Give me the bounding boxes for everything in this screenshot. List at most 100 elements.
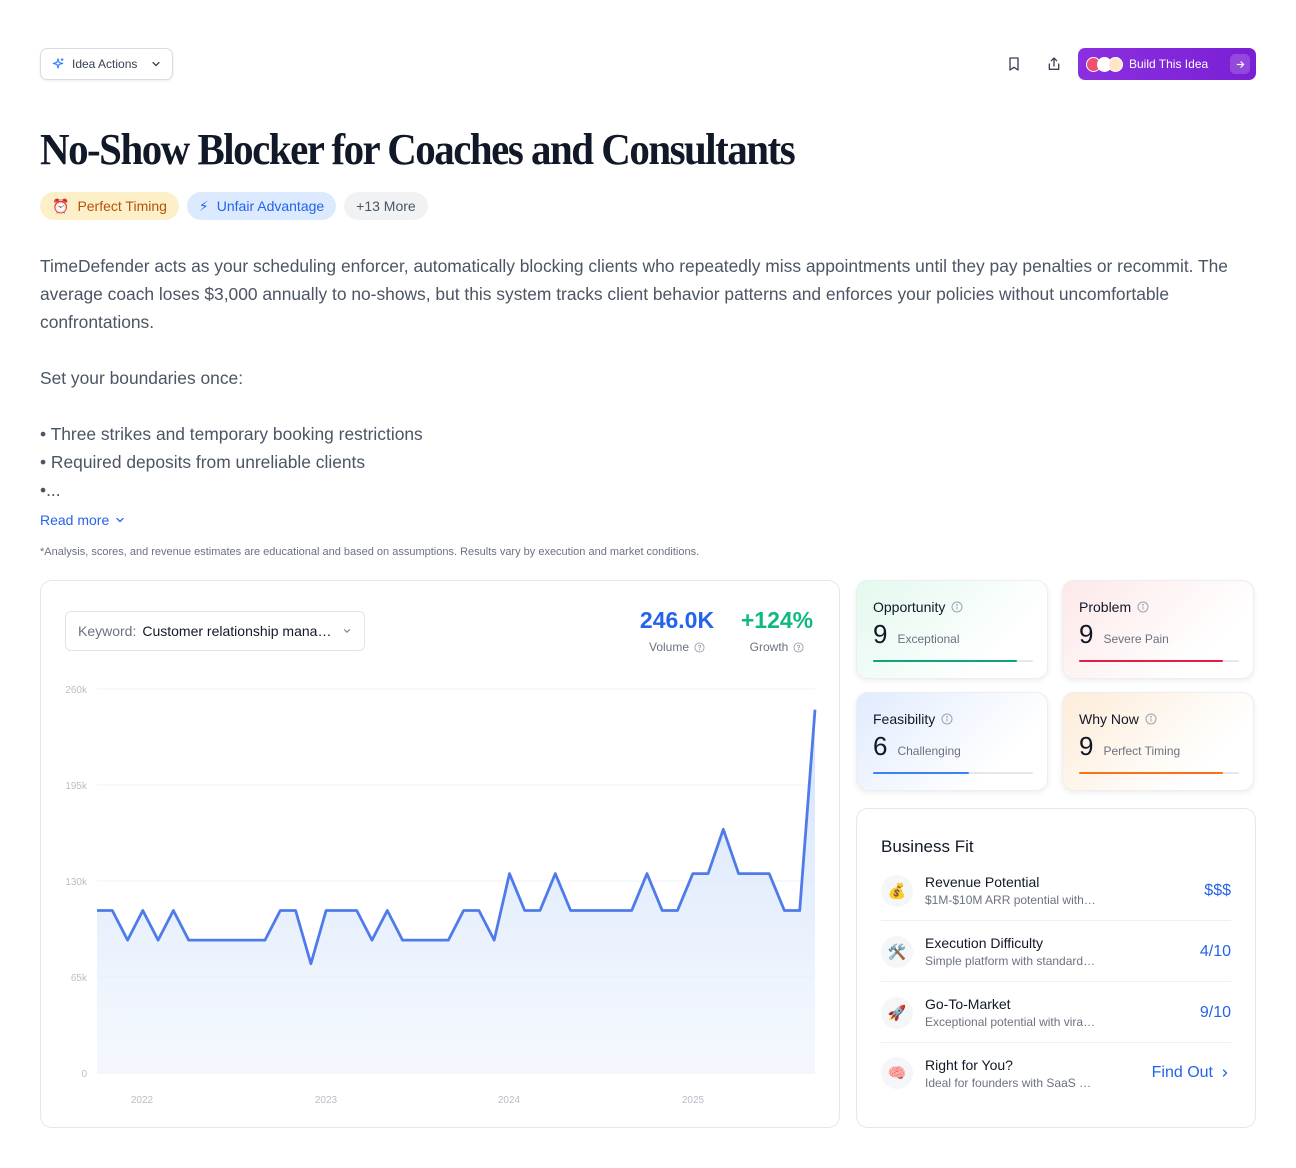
description-paragraph: Set your boundaries once: <box>40 368 244 388</box>
fit-row-name: Go-To-Market <box>925 996 1011 1012</box>
score-value: 6 <box>873 731 888 761</box>
fit-row-revenue-potential[interactable]: 💰 Revenue Potential $1M-$10M ARR potenti… <box>881 861 1231 921</box>
rocket-icon: 🚀 <box>881 996 913 1029</box>
score-bar <box>1079 660 1239 662</box>
x-tick-label: 2023 <box>315 1095 338 1106</box>
tag-unfair-advantage[interactable]: ⚡ Unfair Advantage <box>186 192 337 220</box>
volume-label: Volume <box>648 640 690 654</box>
score-bar <box>1079 772 1239 774</box>
search-volume-chart: 0 65k 130k 195k 260k 2022 2023 2024 2025 <box>65 685 817 1106</box>
build-label: Build This Idea <box>1129 57 1209 71</box>
volume-metric: 246.0K Volume <box>637 607 717 654</box>
growth-metric: +124% Growth <box>735 607 819 654</box>
fit-row-description: Simple platform with standard integratio… <box>925 954 1097 968</box>
sparkle-icon <box>52 58 64 69</box>
score-bar <box>873 660 1033 662</box>
chevron-down-icon <box>116 517 124 523</box>
bookmark-icon <box>1009 57 1019 71</box>
score-label: Challenging <box>897 744 961 758</box>
bookmark-button[interactable] <box>994 48 1034 80</box>
info-icon[interactable] <box>1145 713 1157 725</box>
fit-row-right-for-you[interactable]: 🧠 Right for You? Ideal for founders with… <box>881 1043 1231 1103</box>
find-out-link[interactable]: Find Out <box>1152 1064 1231 1082</box>
description-bullet: • Required deposits from unreliable clie… <box>40 452 366 472</box>
volume-value: 246.0K <box>639 607 715 633</box>
description-bullet: •... <box>40 480 61 500</box>
tag-list: ⏰ Perfect Timing ⚡ Unfair Advantage +13 … <box>40 192 428 220</box>
avatar <box>1108 56 1123 72</box>
score-title: Opportunity <box>873 599 946 615</box>
opportunity-score-card[interactable]: Opportunity 9 Exceptional <box>856 580 1048 679</box>
y-tick-label: 130k <box>65 877 88 888</box>
score-bar <box>873 772 1033 774</box>
builder-avatars <box>1086 56 1123 72</box>
score-value: 9 <box>1079 731 1094 761</box>
fit-row-value: 9/10 <box>1199 1003 1231 1021</box>
fit-row-name: Execution Difficulty <box>925 935 1044 951</box>
fit-row-go-to-market[interactable]: 🚀 Go-To-Market Exceptional potential wit… <box>881 983 1231 1043</box>
keyword-select[interactable]: Keyword: Customer relationship managemen… <box>65 611 365 651</box>
lightning-icon: ⚡ <box>198 197 209 214</box>
volume-area <box>97 709 815 1073</box>
chevron-right-icon <box>1222 1069 1228 1077</box>
score-value: 9 <box>873 619 888 649</box>
build-this-idea-button[interactable]: Build This Idea <box>1078 48 1256 80</box>
score-label: Perfect Timing <box>1103 744 1181 758</box>
growth-value: +124% <box>740 607 814 633</box>
fit-row-description: $1M-$10M ARR potential with subscription… <box>925 893 1097 907</box>
disclaimer-text: *Analysis, scores, and revenue estimates… <box>40 546 700 558</box>
idea-description: TimeDefender acts as your scheduling enf… <box>40 252 1260 504</box>
x-tick-label: 2024 <box>498 1095 521 1106</box>
score-title: Problem <box>1079 599 1132 615</box>
fit-row-execution-difficulty[interactable]: 🛠️ Execution Difficulty Simple platform … <box>881 922 1231 982</box>
page-title: No-Show Blocker for Coaches and Consulta… <box>40 125 796 174</box>
tag-more-button[interactable]: +13 More <box>344 192 428 220</box>
fit-row-name: Right for You? <box>925 1056 1013 1073</box>
share-icon <box>1048 57 1060 70</box>
score-title: Why Now <box>1079 711 1139 727</box>
read-more-label: Read more <box>40 512 110 528</box>
tag-label: Perfect Timing <box>77 198 167 214</box>
fit-row-value: $$$ <box>1204 881 1231 899</box>
business-fit-card: Business Fit 💰 Revenue Potential $1M-$10… <box>856 808 1256 1128</box>
x-tick-label: 2022 <box>131 1095 154 1106</box>
chevron-down-icon <box>343 629 351 633</box>
arrow-right-icon <box>1230 54 1250 74</box>
top-actions: Build This Idea <box>994 48 1256 80</box>
money-bag-icon: 💰 <box>881 874 913 907</box>
help-icon[interactable] <box>694 641 705 653</box>
score-value: 9 <box>1079 619 1094 649</box>
tag-label: Unfair Advantage <box>216 198 325 214</box>
score-title: Feasibility <box>873 711 936 727</box>
growth-label: Growth <box>749 640 789 654</box>
y-tick-label: 260k <box>65 685 88 696</box>
feasibility-score-card[interactable]: Feasibility 6 Challenging <box>856 692 1048 791</box>
business-fit-title: Business Fit <box>881 837 974 856</box>
idea-actions-label: Idea Actions <box>72 57 138 71</box>
idea-actions-dropdown[interactable]: Idea Actions <box>40 48 173 80</box>
volume-line <box>97 709 817 966</box>
info-icon[interactable] <box>951 601 963 613</box>
why-now-score-card[interactable]: Why Now 9 Perfect Timing <box>1062 692 1254 791</box>
problem-score-card[interactable]: Problem 9 Severe Pain <box>1062 580 1254 679</box>
help-icon[interactable] <box>793 641 804 653</box>
description-bullet: • Three strikes and temporary booking re… <box>40 424 423 444</box>
tag-label: +13 More <box>356 198 416 214</box>
chevron-down-icon <box>152 61 160 67</box>
x-tick-label: 2025 <box>682 1095 705 1106</box>
fit-row-description: Ideal for founders with SaaS and coachin… <box>925 1075 1097 1090</box>
y-tick-label: 65k <box>71 973 88 984</box>
top-bar: Idea Actions Build This Idea <box>40 48 1256 80</box>
score-label: Exceptional <box>897 632 960 646</box>
brain-icon: 🧠 <box>881 1057 913 1089</box>
info-icon[interactable] <box>1137 601 1149 613</box>
info-icon[interactable] <box>941 713 953 725</box>
description-paragraph: TimeDefender acts as your scheduling enf… <box>40 256 1228 332</box>
read-more-link[interactable]: Read more <box>40 512 126 528</box>
alarm-clock-icon: ⏰ <box>52 197 70 214</box>
tag-perfect-timing[interactable]: ⏰ Perfect Timing <box>40 192 179 220</box>
score-label: Severe Pain <box>1103 632 1169 646</box>
share-button[interactable] <box>1034 48 1074 80</box>
fit-row-value: 4/10 <box>1199 942 1231 960</box>
keyword-trend-card: Keyword: Customer relationship managemen… <box>40 580 840 1128</box>
